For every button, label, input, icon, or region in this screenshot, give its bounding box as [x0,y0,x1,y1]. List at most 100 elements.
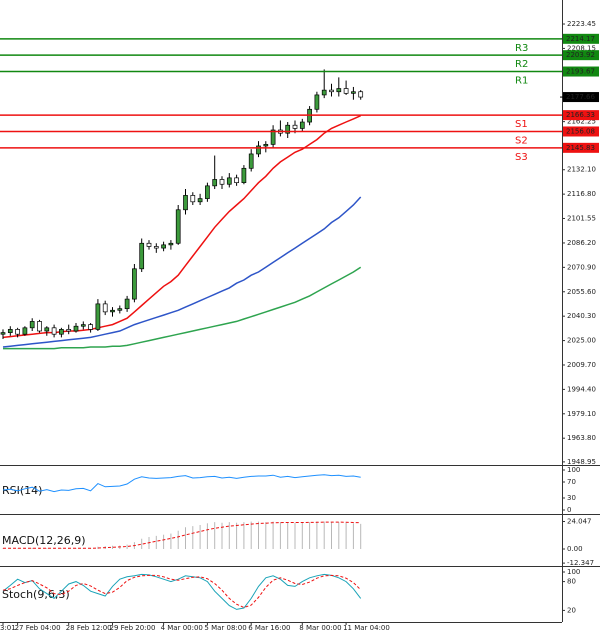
level-value: 2203.92 [566,51,595,59]
candle-body [22,327,28,335]
candle-body [132,268,137,300]
indicator-line [2,474,361,493]
candle-body [226,177,232,185]
candle-body [212,179,218,187]
level-box [563,110,599,121]
candle-body [285,124,291,134]
candle-body [110,309,115,313]
level-box [563,66,599,77]
last-price-label: 2177.66 [566,93,595,101]
level-label: R2 [515,59,528,70]
y-tick-label: 2162.25 [567,118,596,126]
level-box [563,142,599,153]
y-tick-label: 2101.55 [567,214,596,222]
candle-body [256,145,261,155]
candle-body [117,308,123,311]
x-tick-label: 29 Feb 20:00 [110,624,156,632]
y-tick-label: 100 [567,466,580,474]
x-tick-label: 11 Mar 04:00 [343,624,390,632]
level-label: S1 [515,119,528,130]
candle-body [0,332,6,335]
level-value: 2166.33 [566,111,595,119]
indicator-line [2,574,362,609]
level-value: 2145.83 [566,144,595,152]
y-tick-label: 0.00 [567,545,583,553]
indicator-line [3,521,361,549]
y-tick-label: 2040.30 [567,312,596,320]
y-tick-label: 1979.10 [567,410,596,418]
level-label: S3 [515,152,528,163]
level-value: 2193.67 [566,68,595,76]
x-tick-label: 6 Mar 16:00 [248,624,290,632]
y-tick-label: 1994.40 [567,385,596,393]
candle-body [343,88,349,94]
candle-body [292,124,298,129]
candle-body [80,324,86,327]
candle-body [263,144,269,147]
candle-body [168,242,174,246]
candle-body [358,91,364,98]
y-tick-label: 2223.45 [567,20,596,28]
candle-body [197,198,203,203]
candle-body [29,321,35,329]
candle-body [314,94,320,110]
panel-title: RSI(14) [2,484,42,497]
level-box [563,50,599,61]
y-tick-label: 2086.20 [567,239,596,247]
indicator-line [2,573,362,610]
candle-body [88,324,93,330]
candle-body [102,303,108,313]
candle-body [153,246,159,249]
y-tick-label: -12.347 [567,559,594,567]
level-value: 2156.08 [566,127,595,135]
level-value: 2214.17 [566,35,595,43]
x-tick-label: 3:01 [0,624,16,632]
x-tick-label: 4 Mar 00:00 [161,624,203,632]
level-label: R1 [515,76,528,87]
candle-body [351,91,356,94]
candle-body [15,329,20,335]
y-tick-label: 20 [567,606,576,614]
moving-average [2,196,362,348]
candle-body [73,325,79,332]
level-label: S2 [515,135,528,146]
candle-body [329,89,334,93]
candle-body [51,327,57,335]
y-tick-label: 0 [567,506,571,514]
candle-body [190,195,196,203]
candle-body [299,121,305,129]
y-tick-label: 2009.70 [567,361,596,369]
candle-body [37,321,42,332]
candle-body [7,329,13,333]
x-tick-label: 28 Feb 12:00 [66,624,112,632]
y-tick-label: 24.047 [567,518,592,526]
y-tick-label: 2208.15 [567,44,596,52]
candle-body [205,185,210,199]
panel-title: MACD(12,26,9) [2,534,86,547]
candle-body [183,195,188,211]
y-tick-label: 100 [567,568,580,576]
candle-body [139,242,145,270]
candle-body [95,303,101,330]
y-tick-label: 2055.60 [567,288,596,296]
candle-body [234,177,239,184]
y-tick-label: 30 [567,494,576,502]
level-box [563,33,599,44]
x-tick-label: 5 Mar 08:00 [204,624,246,632]
last-price-box [563,92,599,103]
y-tick-label: 2116.80 [567,190,596,198]
candle-body [44,327,50,332]
candle-body [321,89,327,96]
moving-average [3,266,362,350]
y-tick-label: 1963.80 [567,434,596,442]
level-box [563,126,599,137]
x-tick-label: 27 Feb 04:00 [15,624,61,632]
candle-body [241,167,247,184]
candle-body [59,329,64,335]
y-tick-label: 2070.90 [567,263,596,271]
y-tick-label: 1948.95 [567,458,596,466]
candle-body [124,298,130,310]
